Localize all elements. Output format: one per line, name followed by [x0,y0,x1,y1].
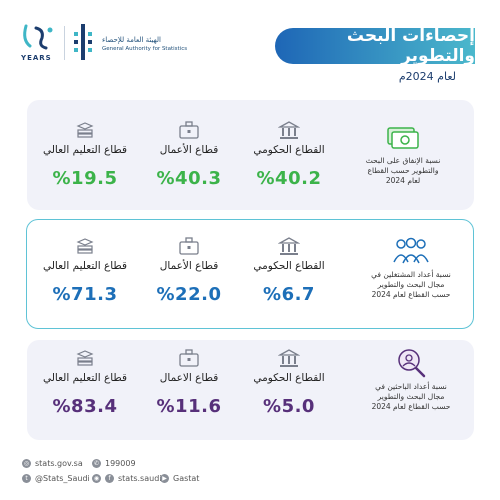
stat-value: %83.4 [52,396,118,417]
stat-business: قطاع الأعمال %40.3 [129,120,249,189]
years-label: YEARS [21,54,52,62]
instagram-icon: ◉ [92,474,101,483]
spending-panel: القطاع الحكومي %40.2 قطاع الأعمال %40.3 … [27,100,474,210]
phone-icon: ✆ [92,459,101,468]
logo-divider [64,26,65,60]
panel-description: نسبة أعداد المشتغلين في مجال البحث والتط… [371,270,451,299]
stat-label: القطاع الحكومي [253,372,325,384]
stat-label: قطاع الأعمال [159,260,219,272]
employees-description-block: نسبة أعداد المشتغلين في مجال البحث والتط… [371,236,451,300]
youtube-icon: ▶ [160,474,169,483]
globe-icon: ◎ [22,459,31,468]
panel-description: نسبة أعداد الباحثين في مجال البحث والتطو… [371,382,451,411]
stat-government: القطاع الحكومي %6.7 [229,236,349,305]
researchers-panel: القطاع الحكومي %5.0 قطاع الاعمال %11.6 ق… [27,340,474,440]
footer-handle-text: Gastat [173,474,200,483]
briefcase-icon [179,237,199,255]
page-subtitle: لعام 2024م [398,70,456,83]
footer-social-text: stats.saudi [118,474,162,483]
stat-value: %19.5 [52,168,118,189]
footer-website[interactable]: ◎ stats.gov.sa [22,459,83,468]
briefcase-icon [179,349,199,367]
people-group-icon [393,237,429,264]
stat-value: %71.3 [52,284,118,305]
stat-label: قطاع الأعمال [159,144,219,156]
header-logos: YEARS الهيئة العامة للإحصاء General Auth… [20,20,190,70]
org-name-arabic: الهيئة العامة للإحصاء [102,36,161,44]
stat-value: %6.7 [263,284,315,305]
stat-government: القطاع الحكومي %5.0 [229,348,349,417]
stat-label: قطاع الاعمال [159,372,219,384]
page-title: إحصاءات البحث والتطوير [275,26,475,66]
stat-value: %5.0 [263,396,315,417]
researcher-search-icon [398,349,426,378]
twitter-icon: t [22,474,31,483]
footer-phone-text: 199009 [105,459,136,468]
books-icon [76,122,94,138]
stat-government: القطاع الحكومي %40.2 [229,120,349,189]
footer-website-text: stats.gov.sa [35,459,83,468]
gastat-logo-icon [74,24,92,60]
footer-social[interactable]: ◉ f stats.saudi [92,474,162,483]
stat-higher-education: قطاع التعليم العالي %83.4 [25,348,145,417]
stat-higher-education: قطاع التعليم العالي %19.5 [25,120,145,189]
stat-label: قطاع التعليم العالي [42,372,128,384]
stat-business: قطاع الأعمال %22.0 [129,236,249,305]
briefcase-icon [179,121,199,139]
stat-label: قطاع التعليم العالي [42,144,128,156]
books-icon [76,350,94,366]
stat-value: %40.3 [156,168,222,189]
org-name-english: General Authority for Statistics [102,46,188,52]
stat-higher-education: قطاع التعليم العالي %71.3 [25,236,145,305]
stat-label: القطاع الحكومي [253,260,325,272]
stat-label: القطاع الحكومي [253,144,325,156]
government-building-icon [278,349,300,367]
facebook-icon: f [105,474,114,483]
anniversary-logo-icon [23,24,53,50]
stat-business: قطاع الاعمال %11.6 [129,348,249,417]
employees-panel: القطاع الحكومي %6.7 قطاع الأعمال %22.0 ق… [26,219,474,329]
panel-description: نسبة الإنفاق على البحث والتطوير حسب القط… [365,156,441,185]
footer-phone[interactable]: ✆ 199009 [92,459,136,468]
government-building-icon [278,237,300,255]
stat-value: %11.6 [156,396,222,417]
researchers-description-block: نسبة أعداد الباحثين في مجال البحث والتطو… [371,348,451,412]
footer-twitter-text: @Stats_Saudi [35,474,90,483]
footer-handle[interactable]: ▶ Gastat [160,474,199,483]
stat-label: قطاع التعليم العالي [42,260,128,272]
stat-value: %40.2 [256,168,322,189]
books-icon [76,238,94,254]
money-icon [387,127,419,149]
government-building-icon [278,121,300,139]
stat-value: %22.0 [156,284,222,305]
footer-twitter[interactable]: t @Stats_Saudi [22,474,90,483]
spending-description-block: نسبة الإنفاق على البحث والتطوير حسب القط… [363,122,443,186]
